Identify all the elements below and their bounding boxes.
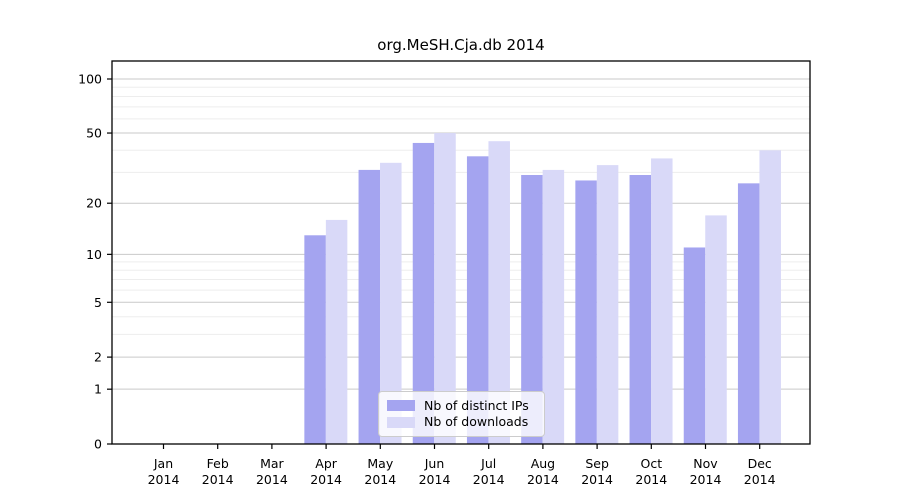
bar-distinct-ips-dec	[737, 183, 760, 444]
bar-distinct-ips-nov	[683, 247, 706, 444]
x-tick-label-year-dec: 2014	[744, 472, 776, 487]
x-tick-label-year-jun: 2014	[419, 472, 451, 487]
y-tick-label-2: 2	[94, 350, 102, 365]
x-tick-label-month-feb: Feb	[207, 456, 229, 471]
y-tick-label-10: 10	[86, 247, 102, 262]
bar-downloads-jun	[434, 133, 456, 444]
bar-downloads-aug	[542, 169, 565, 444]
bar-distinct-ips-may	[358, 169, 381, 444]
bar-downloads-jul	[488, 141, 510, 445]
bar-downloads-apr	[325, 219, 348, 444]
legend-swatch-distinct-ips	[387, 400, 415, 412]
x-tick-label-year-mar: 2014	[256, 472, 288, 487]
bar-distinct-ips-sep	[575, 180, 597, 444]
x-tick-label-year-jul: 2014	[473, 472, 505, 487]
bar-downloads-dec	[759, 150, 781, 445]
x-tick-label-year-nov: 2014	[690, 472, 722, 487]
y-tick-label-20: 20	[86, 196, 102, 211]
y-tick-label-0: 0	[94, 437, 102, 452]
y-tick-label-5: 5	[94, 295, 102, 310]
bar-distinct-ips-jul	[466, 156, 489, 444]
bar-distinct-ips-apr	[304, 235, 326, 444]
legend-item-downloads: Nb of downloads	[387, 414, 536, 429]
legend-label-downloads: Nb of downloads	[424, 414, 529, 429]
plot-frame	[111, 60, 811, 445]
x-tick-label-month-may: May	[367, 456, 393, 471]
bar-distinct-ips-jun	[412, 142, 435, 444]
x-tick-label-month-aug: Aug	[531, 456, 555, 471]
bar-downloads-oct	[651, 158, 673, 444]
x-tick-label-year-may: 2014	[364, 472, 396, 487]
x-tick-label-year-oct: 2014	[635, 472, 667, 487]
y-tick-label-50: 50	[86, 126, 102, 141]
chart-title: org.MeSH.Cja.db 2014	[377, 36, 545, 54]
x-tick-label-year-jan: 2014	[148, 472, 180, 487]
bar-downloads-nov	[705, 215, 727, 444]
x-tick-label-month-jun: Jun	[424, 456, 445, 471]
x-tick-label-year-aug: 2014	[527, 472, 559, 487]
bar-downloads-may	[380, 162, 402, 445]
x-tick-label-month-jan: Jan	[153, 456, 173, 471]
x-tick-label-month-jul: Jul	[480, 456, 496, 471]
legend-item-distinct-ips: Nb of distinct IPs	[387, 397, 536, 413]
x-tick-label-month-dec: Dec	[748, 456, 772, 471]
x-tick-label-year-apr: 2014	[310, 472, 342, 487]
x-tick-label-month-oct: Oct	[640, 456, 662, 471]
legend-swatch-downloads	[387, 416, 415, 428]
y-tick-label-1: 1	[94, 382, 102, 397]
bar-distinct-ips-aug	[521, 175, 543, 444]
bar-downloads-sep	[596, 165, 619, 444]
legend: Nb of distinct IPs Nb of downloads	[378, 391, 545, 437]
x-tick-label-month-sep: Sep	[585, 456, 609, 471]
x-tick-label-month-mar: Mar	[260, 456, 284, 471]
x-tick-label-year-sep: 2014	[581, 472, 613, 487]
x-tick-label-month-nov: Nov	[693, 456, 718, 471]
y-tick-label-100: 100	[78, 72, 102, 87]
legend-label-distinct-ips: Nb of distinct IPs	[424, 397, 529, 413]
x-tick-label-month-apr: Apr	[315, 456, 337, 471]
bar-distinct-ips-oct	[629, 175, 652, 444]
x-tick-label-year-feb: 2014	[202, 472, 234, 487]
